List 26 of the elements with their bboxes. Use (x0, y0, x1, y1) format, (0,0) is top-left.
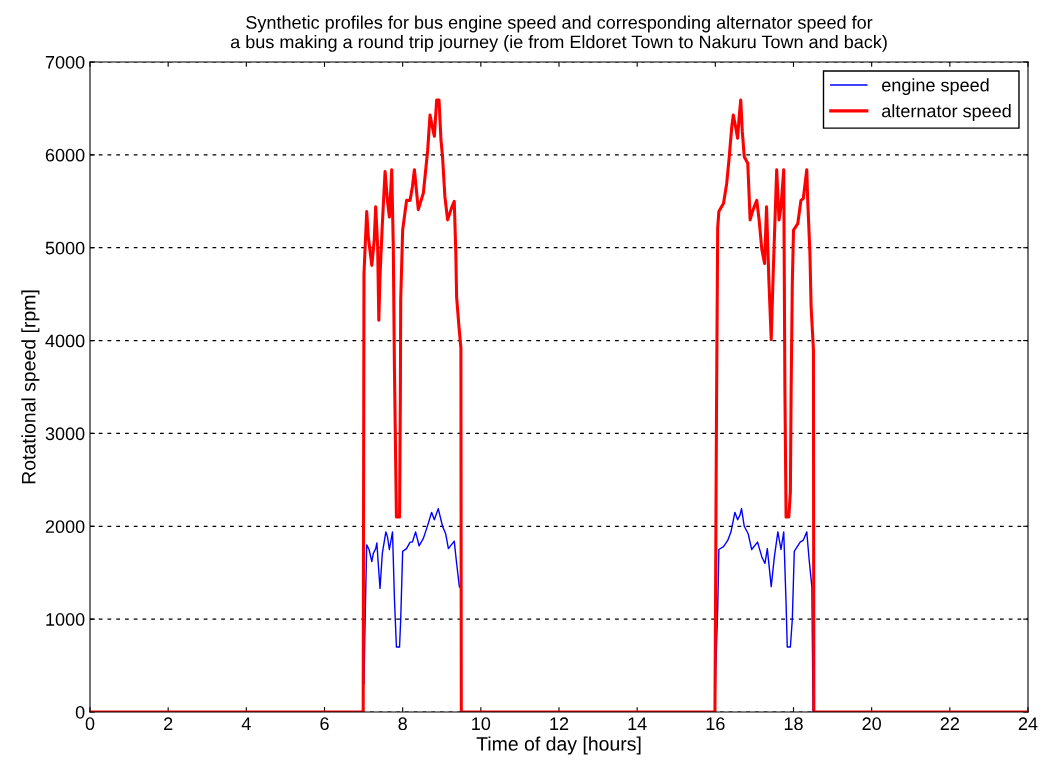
x-tick-label: 18 (784, 717, 803, 731)
x-tick-label: 10 (472, 717, 491, 731)
x-tick-label: 2 (164, 717, 173, 730)
legend-label: alternator speed (882, 104, 1011, 121)
x-tick-label: 20 (862, 717, 881, 731)
x-tick-label: 0 (85, 717, 95, 731)
legend-label: engine speed (882, 78, 989, 96)
x-tick-label: 14 (628, 717, 647, 730)
x-tick-label: 24 (1018, 717, 1038, 730)
x-tick-label: 16 (706, 717, 725, 731)
x-tick-label: 12 (550, 717, 569, 730)
y-tick-label: 7000 (45, 55, 85, 69)
x-tick-label: 6 (320, 717, 329, 731)
y-tick-label: 2000 (45, 520, 85, 534)
chart-title: Synthetic profiles for bus engine speed and corresponding alternator speed for a bus making a round trip journey (ie from Eldoret Town to Nakuru Town and back) (230, 15, 887, 52)
y-tick-label: 6000 (45, 148, 85, 162)
y-tick-label: 5000 (45, 241, 85, 255)
y-tick-label: 1000 (46, 613, 85, 626)
x-tick-label: 8 (398, 717, 407, 731)
y-tick-label: 4000 (45, 334, 85, 348)
x-axis-title: Time of day [hours] (476, 736, 641, 755)
y-axis-title: Rotational speed [rpm] (21, 290, 40, 484)
x-tick-label: 4 (241, 717, 251, 730)
y-tick-label: 3000 (45, 427, 85, 441)
y-tick-label: 0 (75, 705, 85, 719)
x-tick-label: 22 (940, 717, 959, 730)
